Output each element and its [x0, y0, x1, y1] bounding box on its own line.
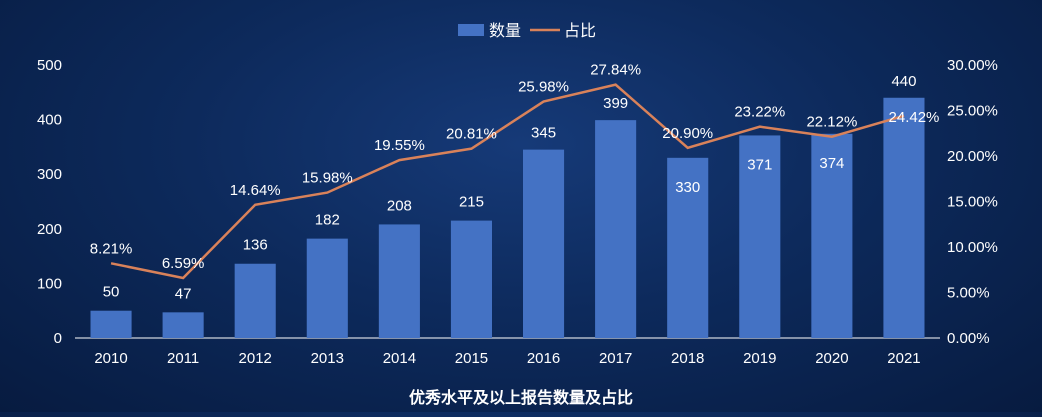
x-tick-label: 2016 — [527, 350, 560, 367]
right-tick-label: 25.00% — [947, 103, 998, 120]
x-tick-label: 2015 — [455, 350, 488, 367]
x-tick-label: 2020 — [815, 350, 848, 367]
left-tick-label: 400 — [37, 112, 62, 129]
percent-value-label: 14.64% — [230, 182, 281, 199]
bar-value-label: 182 — [315, 212, 340, 229]
bar — [90, 311, 131, 338]
x-tick-label: 2019 — [743, 350, 776, 367]
bar-value-label: 399 — [603, 95, 628, 112]
bar-value-label: 136 — [243, 237, 268, 254]
bar-value-label: 371 — [747, 156, 772, 173]
percent-value-label: 24.42% — [889, 109, 940, 126]
x-tick-label: 2021 — [887, 350, 920, 367]
bar-value-label: 47 — [175, 285, 192, 302]
percent-value-label: 20.81% — [446, 126, 497, 143]
x-tick-label: 2010 — [94, 350, 127, 367]
right-tick-label: 30.00% — [947, 57, 998, 74]
right-axis-ticks: 0.00% 5.00% 10.00% 15.00% 20.00% 25.00% 30.00% — [947, 57, 998, 347]
percent-value-label: 6.59% — [162, 255, 205, 272]
percent-value-label: 22.12% — [806, 114, 857, 131]
bar-labels: 50 47 136 182 208 215 345 399 330 371 374 440 — [103, 73, 917, 303]
x-tick-label: 2014 — [383, 350, 416, 367]
bar — [451, 221, 492, 338]
bar-value-label: 374 — [819, 155, 844, 172]
x-tick-label: 2018 — [671, 350, 704, 367]
bar — [595, 120, 636, 338]
percent-value-label: 20.90% — [662, 125, 713, 142]
left-tick-label: 500 — [37, 57, 62, 74]
legend-bar-label: 数量 — [489, 22, 521, 40]
legend: 数量 占比 — [458, 22, 596, 40]
bar — [307, 239, 348, 338]
x-tick-label: 2012 — [239, 350, 272, 367]
left-tick-label: 300 — [37, 166, 62, 183]
bar — [523, 150, 564, 338]
bar — [235, 264, 276, 338]
chart-caption: 优秀水平及以上报告数量及占比 — [409, 388, 633, 407]
percent-value-label: 15.98% — [302, 170, 353, 187]
right-tick-label: 5.00% — [947, 285, 990, 302]
bar — [163, 312, 204, 338]
bar-value-label: 440 — [891, 73, 916, 90]
x-tick-label: 2011 — [167, 350, 199, 367]
bar-series — [90, 98, 924, 338]
bar-value-label: 208 — [387, 197, 412, 214]
bar-value-label: 345 — [531, 125, 556, 142]
percent-value-label: 19.55% — [374, 137, 425, 154]
bar-value-label: 50 — [103, 284, 120, 301]
left-tick-label: 200 — [37, 221, 62, 238]
legend-bar-swatch — [458, 24, 484, 36]
right-tick-label: 20.00% — [947, 148, 998, 165]
right-tick-label: 0.00% — [947, 330, 990, 347]
bar-value-label: 215 — [459, 194, 484, 211]
left-tick-label: 0 — [54, 330, 62, 347]
percent-value-label: 25.98% — [518, 79, 569, 96]
x-axis-ticks: 2010 2011 2012 2013 2014 2015 2016 2017 2018 2019… — [94, 350, 920, 367]
percent-value-label: 8.21% — [90, 240, 133, 257]
left-tick-label: 100 — [37, 275, 62, 292]
percent-value-label: 23.22% — [734, 104, 785, 121]
left-axis-ticks: 0 100 200 300 400 500 — [37, 57, 62, 347]
legend-line-label: 占比 — [564, 22, 596, 40]
right-tick-label: 10.00% — [947, 239, 998, 256]
x-tick-label: 2013 — [311, 350, 344, 367]
bar — [883, 98, 924, 338]
bar-value-label: 330 — [675, 179, 700, 196]
percent-value-label: 27.84% — [590, 62, 641, 79]
x-tick-label: 2017 — [599, 350, 632, 367]
right-tick-label: 15.00% — [947, 194, 998, 211]
bar — [379, 224, 420, 338]
